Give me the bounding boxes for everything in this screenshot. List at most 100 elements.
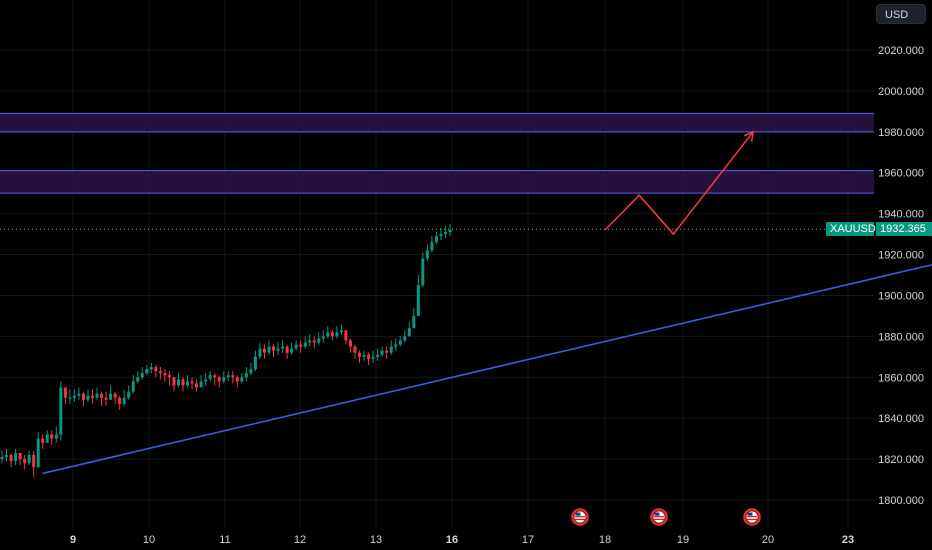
candle-body (376, 354, 380, 357)
candle-body (258, 348, 262, 357)
candle-body (240, 377, 244, 382)
candle-body (430, 242, 434, 251)
candle-body (403, 336, 407, 341)
candle-body (421, 258, 425, 286)
candle-body (294, 344, 298, 349)
candle-body (131, 381, 135, 392)
projection-arrowhead (743, 130, 755, 142)
flag-stripe (654, 518, 664, 521)
currency-button[interactable]: USD (876, 4, 926, 24)
candle-body (380, 350, 384, 355)
price-tick-label: 1860.000 (878, 372, 924, 384)
economic-events[interactable] (571, 508, 761, 526)
candle-body (181, 379, 185, 386)
price-tick-label: 1960.000 (878, 168, 924, 180)
candle-body (136, 377, 140, 382)
candle-body (5, 455, 9, 458)
candle-body (253, 356, 257, 370)
flag-canton (575, 512, 581, 516)
candle-body (204, 379, 208, 382)
candle-body (140, 373, 144, 378)
chart-grid (0, 0, 874, 528)
candle-body (371, 356, 375, 359)
zone-fill (0, 113, 874, 132)
candle-body (32, 455, 36, 468)
candle-body (394, 344, 398, 347)
candle-body (86, 395, 90, 400)
candle-body (186, 381, 190, 386)
trendline (42, 263, 932, 475)
candle-body (163, 373, 167, 376)
candle-body (312, 340, 316, 343)
candle-body (95, 393, 99, 398)
candle-body (412, 315, 416, 329)
candle-body (113, 393, 117, 398)
date-tick-label: 17 (522, 534, 534, 546)
support-trendline[interactable] (42, 210, 932, 475)
price-tick-label: 1800.000 (878, 495, 924, 507)
candle-body (416, 285, 420, 316)
candle-body (267, 346, 271, 353)
candle-body (335, 332, 339, 337)
price-axis[interactable]: 2020.000 2000.000 1980.000 1960.000 1940.000… (878, 45, 924, 507)
candle-body (217, 377, 221, 382)
candle-body (231, 375, 235, 378)
candle-body (208, 375, 212, 380)
us-flag-icon[interactable] (650, 508, 668, 526)
candle-body (0, 457, 4, 460)
candle-body (176, 379, 180, 386)
flag-stripe (747, 516, 757, 518)
time-axis[interactable]: 9 10 11 12 13 16 17 18 19 20 23 (70, 534, 854, 546)
flag-canton (654, 512, 660, 516)
flag-stripe (575, 518, 585, 521)
us-flag-icon[interactable] (571, 508, 589, 526)
candle-body (362, 354, 366, 357)
candle-body (398, 340, 402, 345)
price-tick-label: 1900.000 (878, 290, 924, 302)
candlesticks (0, 223, 452, 478)
date-tick-label: 19 (677, 534, 689, 546)
projection-path[interactable] (604, 130, 755, 236)
candle-body (407, 328, 411, 337)
candle-body (104, 397, 108, 400)
candle-body (154, 367, 158, 372)
candle-body (434, 236, 438, 243)
candle-body (290, 348, 294, 353)
candle-body (68, 397, 72, 399)
candle-body (149, 367, 153, 370)
price-tick-label: 1840.000 (878, 413, 924, 425)
price-tick-label: 1940.000 (878, 209, 924, 221)
us-flag-icon[interactable] (743, 508, 761, 526)
candle-body (439, 234, 443, 237)
candle-body (36, 438, 40, 468)
candle-body (199, 381, 203, 388)
resistance-zones[interactable] (0, 112, 874, 194)
candle-body (385, 350, 389, 353)
candle-body (276, 348, 280, 351)
candle-body (272, 346, 276, 351)
projection-line (604, 131, 754, 236)
date-tick-label: 16 (446, 534, 458, 546)
candle-body (326, 332, 330, 337)
flag-stripe (575, 516, 585, 518)
price-tick-label: 1920.000 (878, 250, 924, 262)
candle-body (443, 232, 447, 235)
candle-body (308, 340, 312, 343)
candle-body (72, 395, 76, 398)
candle-body (249, 369, 253, 374)
candle-body (50, 434, 54, 439)
last-price-tag: 1932.365 (876, 222, 932, 236)
candle-body (167, 375, 171, 378)
candle-body (425, 250, 429, 259)
candle-body (145, 369, 149, 374)
candle-body (54, 434, 58, 439)
candle-body (367, 354, 371, 359)
candle-body (118, 397, 122, 404)
candle-body (63, 387, 67, 398)
candle-body (389, 346, 393, 353)
candle-body (109, 393, 113, 400)
candle-body (59, 387, 63, 435)
candle-body (299, 344, 303, 347)
flag-canton (747, 512, 753, 516)
